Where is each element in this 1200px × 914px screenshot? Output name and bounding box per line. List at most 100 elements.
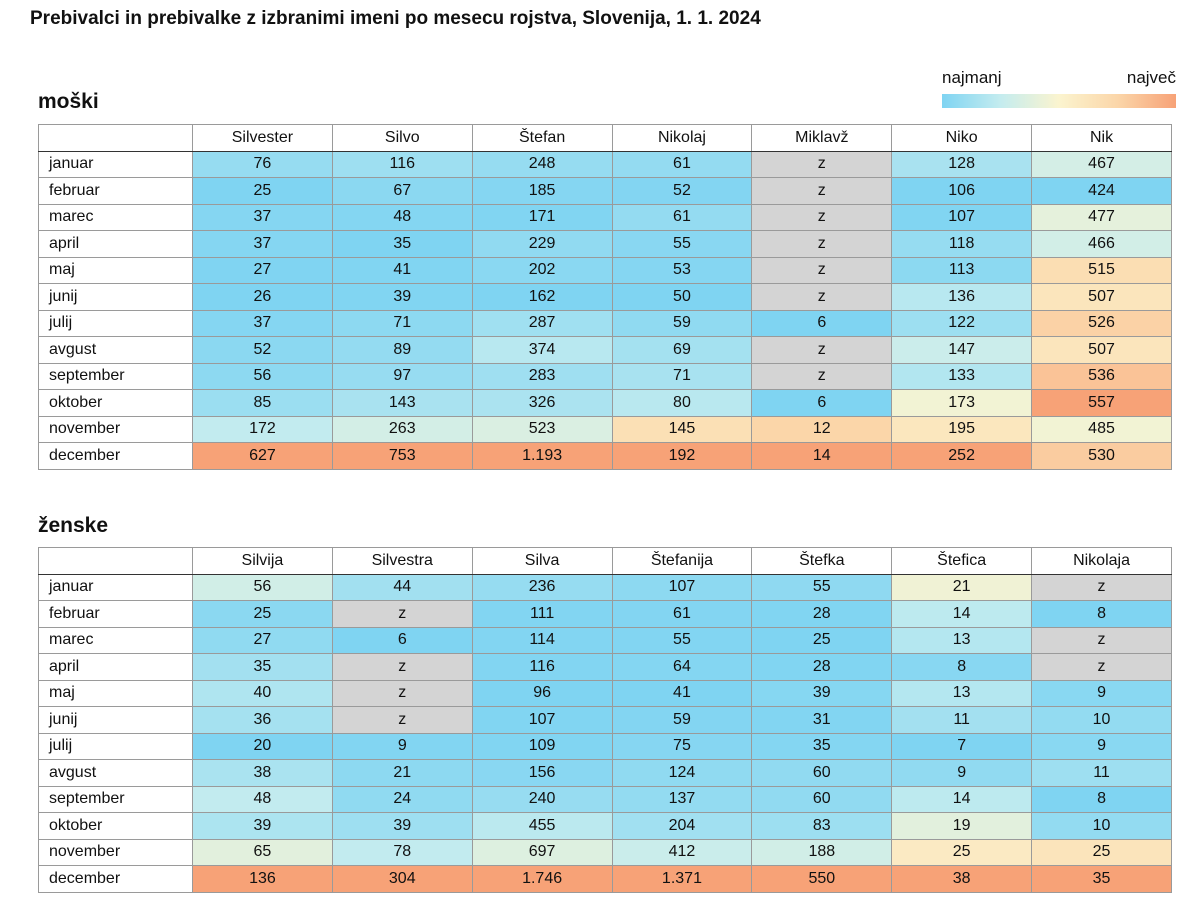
heatmap-cell: 229 bbox=[471, 230, 613, 258]
heatmap-cell: 48 bbox=[331, 203, 473, 231]
heatmap-cell: 374 bbox=[471, 336, 613, 364]
table-row: maj 40 z 96 41 39 13 9 bbox=[38, 679, 1172, 707]
heatmap-cell: 24 bbox=[331, 785, 473, 813]
row-label: december bbox=[38, 442, 193, 470]
heatmap-cell: 107 bbox=[611, 573, 753, 601]
heatmap-cell: 118 bbox=[891, 230, 1033, 258]
heatmap-cell: 28 bbox=[751, 600, 893, 628]
heatmap-cell: 113 bbox=[891, 256, 1033, 284]
heatmap-cell: 9 bbox=[891, 759, 1033, 787]
heatmap-cell: 107 bbox=[891, 203, 1033, 231]
heatmap-cell: 287 bbox=[471, 309, 613, 337]
row-label: avgust bbox=[38, 336, 193, 364]
heatmap-cell: z bbox=[751, 230, 893, 258]
table-row: februar 25 z 111 61 28 14 8 bbox=[38, 600, 1172, 628]
heatmap-cell: 55 bbox=[611, 626, 753, 654]
row-label: maj bbox=[38, 256, 193, 284]
heatmap-cell: 38 bbox=[891, 865, 1033, 893]
row-label: avgust bbox=[38, 759, 193, 787]
heatmap-cell: 52 bbox=[192, 336, 333, 364]
heatmap-cell: 14 bbox=[891, 600, 1033, 628]
heatmap-cell: 31 bbox=[751, 706, 893, 734]
row-label: junij bbox=[38, 706, 193, 734]
row-label: oktober bbox=[38, 389, 193, 417]
heatmap-cell: 107 bbox=[471, 706, 613, 734]
heatmap-cell: 147 bbox=[891, 336, 1033, 364]
table-row: april 35 z 116 64 28 8 z bbox=[38, 653, 1172, 681]
heatmap-cell: 116 bbox=[331, 150, 473, 178]
row-label: marec bbox=[38, 626, 193, 654]
heatmap-cell: 6 bbox=[751, 389, 893, 417]
header-row: Silvija Silvestra Silva Štefanija Štefka Štef… bbox=[38, 547, 1172, 575]
table-row: december 627 753 1.193 192 14 252 530 bbox=[38, 442, 1172, 470]
heatmap-cell: 6 bbox=[751, 309, 893, 337]
heatmap-cell: 35 bbox=[192, 653, 333, 681]
heatmap-cell: 76 bbox=[192, 150, 333, 178]
heatmap-cell: 64 bbox=[611, 653, 753, 681]
heatmap-cell: 27 bbox=[192, 256, 333, 284]
section-title-zenske: ženske bbox=[38, 514, 109, 537]
heatmap-cell: 485 bbox=[1031, 415, 1172, 443]
heatmap-cell: 1.746 bbox=[471, 865, 613, 893]
heatmap-cell: 1.371 bbox=[611, 865, 753, 893]
heatmap-table-zenske: Silvija Silvestra Silva Štefanija Štefka Štef… bbox=[38, 547, 1172, 893]
heatmap-cell: 536 bbox=[1031, 362, 1172, 390]
heatmap-cell: 7 bbox=[891, 732, 1033, 760]
heatmap-cell: 35 bbox=[751, 732, 893, 760]
heatmap-cell: 13 bbox=[891, 626, 1033, 654]
heatmap-cell: 83 bbox=[751, 812, 893, 840]
table-row: oktober 85 143 326 80 6 173 557 bbox=[38, 389, 1172, 417]
heatmap-cell: z bbox=[751, 283, 893, 311]
heatmap-cell: 25 bbox=[1031, 838, 1172, 866]
table-row: november 172 263 523 145 12 195 485 bbox=[38, 415, 1172, 443]
heatmap-cell: z bbox=[751, 150, 893, 178]
table-row: julij 37 71 287 59 6 122 526 bbox=[38, 309, 1172, 337]
heatmap-cell: 304 bbox=[331, 865, 473, 893]
heatmap-cell: 13 bbox=[891, 679, 1033, 707]
heatmap-cell: 48 bbox=[192, 785, 333, 813]
heatmap-cell: 171 bbox=[471, 203, 613, 231]
heatmap-cell: 515 bbox=[1031, 256, 1172, 284]
table-row: oktober 39 39 455 204 83 19 10 bbox=[38, 812, 1172, 840]
row-label: februar bbox=[38, 177, 193, 205]
heatmap-cell: 55 bbox=[751, 573, 893, 601]
heatmap-cell: 523 bbox=[471, 415, 613, 443]
column-header: Silva bbox=[471, 547, 613, 575]
column-header: Nikolaj bbox=[611, 124, 753, 152]
heatmap-cell: 627 bbox=[192, 442, 333, 470]
table-row: junij 26 39 162 50 z 136 507 bbox=[38, 283, 1172, 311]
heatmap-cell: 67 bbox=[331, 177, 473, 205]
heatmap-cell: 697 bbox=[471, 838, 613, 866]
heatmap-cell: 21 bbox=[331, 759, 473, 787]
heatmap-cell: z bbox=[751, 177, 893, 205]
heatmap-cell: 252 bbox=[891, 442, 1033, 470]
column-header: Štefanija bbox=[611, 547, 753, 575]
heatmap-cell: z bbox=[1031, 626, 1172, 654]
column-header: Silvester bbox=[192, 124, 333, 152]
heatmap-cell: 14 bbox=[751, 442, 893, 470]
heatmap-cell: 59 bbox=[611, 706, 753, 734]
heatmap-cell: 21 bbox=[891, 573, 1033, 601]
table-row: april 37 35 229 55 z 118 466 bbox=[38, 230, 1172, 258]
heatmap-cell: 1.193 bbox=[471, 442, 613, 470]
legend-min-label: najmanj bbox=[942, 68, 1002, 87]
heatmap-cell: 111 bbox=[471, 600, 613, 628]
heatmap-cell: 35 bbox=[1031, 865, 1172, 893]
heatmap-cell: 136 bbox=[192, 865, 333, 893]
heatmap-cell: 40 bbox=[192, 679, 333, 707]
heatmap-cell: 89 bbox=[331, 336, 473, 364]
heatmap-cell: 97 bbox=[331, 362, 473, 390]
heatmap-cell: 550 bbox=[751, 865, 893, 893]
table-row: maj 27 41 202 53 z 113 515 bbox=[38, 256, 1172, 284]
table-row: september 48 24 240 137 60 14 8 bbox=[38, 785, 1172, 813]
column-header: Nik bbox=[1031, 124, 1172, 152]
table-row: avgust 52 89 374 69 z 147 507 bbox=[38, 336, 1172, 364]
heatmap-cell: 192 bbox=[611, 442, 753, 470]
heatmap-cell: 162 bbox=[471, 283, 613, 311]
heatmap-cell: 9 bbox=[331, 732, 473, 760]
heatmap-cell: 69 bbox=[611, 336, 753, 364]
heatmap-cell: 477 bbox=[1031, 203, 1172, 231]
heatmap-cell: 188 bbox=[751, 838, 893, 866]
heatmap-cell: 39 bbox=[331, 283, 473, 311]
row-label: maj bbox=[38, 679, 193, 707]
